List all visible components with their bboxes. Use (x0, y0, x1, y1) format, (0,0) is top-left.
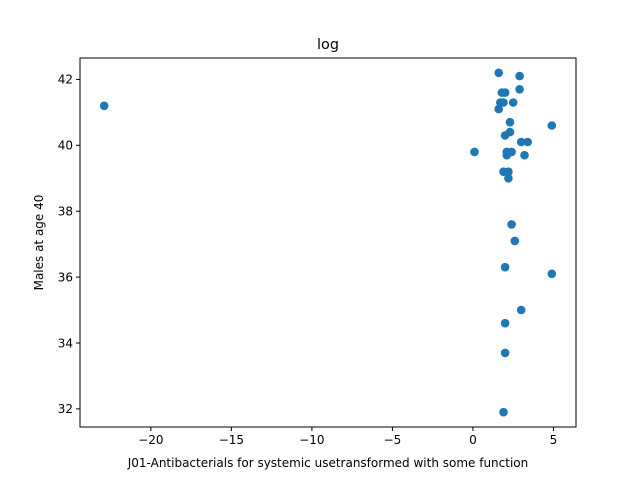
data-point (504, 174, 513, 183)
x-tick-label: −10 (299, 433, 324, 447)
data-point (494, 68, 504, 78)
data-point (494, 104, 504, 114)
data-point (520, 150, 529, 160)
data-point (500, 88, 510, 97)
data-point (500, 348, 510, 358)
y-tick-label: 42 (58, 73, 73, 87)
data-point (499, 98, 508, 107)
x-tick-label: −15 (219, 433, 244, 447)
chart-title: log (317, 37, 339, 53)
y-axis-label: Males at age 40 (32, 195, 46, 291)
x-tick-label: 0 (469, 433, 477, 447)
x-axis-label: J01-Antibacterials for systemic usetrans… (127, 456, 529, 470)
data-point (515, 71, 524, 81)
data-point (516, 137, 526, 147)
data-point (505, 117, 515, 127)
data-point (507, 147, 516, 157)
data-point (470, 147, 479, 157)
data-point (507, 220, 516, 229)
data-point (508, 98, 518, 107)
data-point (547, 121, 557, 130)
data-point (523, 137, 532, 147)
x-tick-label: 5 (550, 433, 558, 447)
y-tick-label: 34 (58, 336, 73, 350)
data-point (500, 318, 510, 328)
data-point (504, 167, 513, 176)
data-point (516, 305, 526, 315)
points-layer (99, 68, 557, 417)
data-point (499, 407, 508, 417)
y-tick-label: 32 (58, 402, 73, 416)
x-axis-ticks: −20 −15 −10 −5 0 5 (138, 427, 557, 447)
data-point (500, 262, 510, 272)
data-point (505, 127, 515, 137)
y-axis-ticks: 32 34 36 38 40 42 (58, 73, 80, 416)
x-tick-label: −20 (138, 433, 163, 447)
data-point (547, 269, 557, 279)
y-tick-label: 36 (58, 270, 73, 284)
data-point (515, 85, 524, 94)
data-point (510, 236, 520, 246)
x-tick-label: −5 (384, 433, 402, 447)
plot-area-frame (79, 57, 577, 428)
data-point (99, 101, 109, 111)
y-tick-label: 38 (58, 205, 73, 219)
y-tick-label: 40 (58, 139, 73, 153)
